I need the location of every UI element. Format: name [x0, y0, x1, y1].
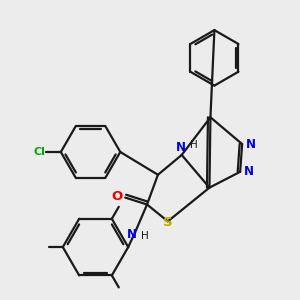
Text: N: N: [244, 165, 254, 178]
Text: N: N: [127, 228, 137, 241]
Text: O: O: [112, 190, 123, 203]
Text: N: N: [176, 140, 186, 154]
Text: H: H: [190, 140, 197, 150]
Text: N: N: [246, 138, 256, 151]
Text: H: H: [141, 231, 149, 241]
Text: Cl: Cl: [33, 147, 45, 157]
Text: S: S: [163, 216, 172, 229]
